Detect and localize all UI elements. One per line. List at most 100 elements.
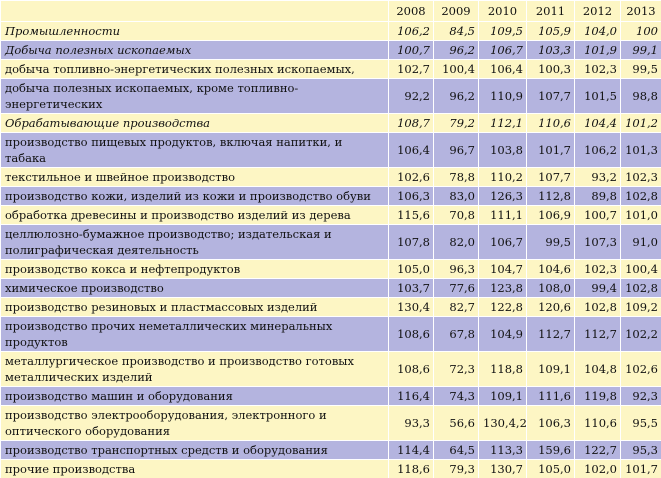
year-header: 2009 xyxy=(433,0,479,22)
value-cell: 72,3 xyxy=(433,351,479,387)
value-cell: 108,6 xyxy=(388,351,434,387)
value-cell: 122,8 xyxy=(478,297,527,317)
value-cell: 101,2 xyxy=(620,113,661,133)
value-cell: 104,8 xyxy=(574,351,621,387)
row-label: добыча полезных ископаемых, кроме топлив… xyxy=(0,78,389,114)
value-cell: 107,7 xyxy=(526,167,575,187)
value-cell: 109,1 xyxy=(478,386,527,406)
value-cell: 130,4,2 xyxy=(478,405,527,441)
value-cell: 99,5 xyxy=(526,224,575,260)
year-header: 2012 xyxy=(574,0,621,22)
table-row: обработка древесины и производство издел… xyxy=(0,205,661,225)
value-cell: 106,4 xyxy=(478,59,527,79)
table-row: добыча топливно-энергетических полезных … xyxy=(0,59,661,79)
value-cell: 101,7 xyxy=(620,459,661,478)
value-cell: 104,9 xyxy=(478,316,527,352)
row-label: производство кожи, изделий из кожи и про… xyxy=(0,186,389,206)
row-label: целлюлозно-бумажное производство; издате… xyxy=(0,224,389,260)
value-cell: 102,8 xyxy=(620,186,661,206)
value-cell: 111,1 xyxy=(478,205,527,225)
row-label: текстильное и швейное производство xyxy=(0,167,389,187)
value-cell: 105,0 xyxy=(526,459,575,478)
value-cell: 102,8 xyxy=(620,278,661,298)
value-cell: 64,5 xyxy=(433,440,479,460)
value-cell: 104,6 xyxy=(526,259,575,279)
value-cell: 108,7 xyxy=(388,113,434,133)
row-label: производство транспортных средств и обор… xyxy=(0,440,389,460)
value-cell: 102,6 xyxy=(620,351,661,387)
value-cell: 99,5 xyxy=(620,59,661,79)
value-cell: 114,4 xyxy=(388,440,434,460)
value-cell: 102,8 xyxy=(574,297,621,317)
value-cell: 107,7 xyxy=(526,78,575,114)
value-cell: 110,9 xyxy=(478,78,527,114)
table-row: производство резиновых и пластмассовых и… xyxy=(0,297,661,317)
value-cell: 118,8 xyxy=(478,351,527,387)
value-cell: 108,6 xyxy=(388,316,434,352)
value-cell: 102,2 xyxy=(620,316,661,352)
table-row: производство пищевых продуктов, включая … xyxy=(0,132,661,168)
value-cell: 106,4 xyxy=(388,132,434,168)
value-cell: 79,3 xyxy=(433,459,479,478)
value-cell: 103,3 xyxy=(526,40,575,60)
value-cell: 119,8 xyxy=(574,386,621,406)
value-cell: 101,0 xyxy=(620,205,661,225)
table-row: химическое производство 103,7 77,6 123,8 108… xyxy=(0,278,661,298)
value-cell: 95,3 xyxy=(620,440,661,460)
value-cell: 116,4 xyxy=(388,386,434,406)
table-row: производство прочих неметаллических мине… xyxy=(0,316,661,352)
table-row: производство кокса и нефтепродуктов 105,0… xyxy=(0,259,661,279)
value-cell: 102,3 xyxy=(574,59,621,79)
row-label: химическое производство xyxy=(0,278,389,298)
value-cell: 113,3 xyxy=(478,440,527,460)
value-cell: 104,7 xyxy=(478,259,527,279)
value-cell: 89,8 xyxy=(574,186,621,206)
value-cell: 107,3 xyxy=(574,224,621,260)
value-cell: 126,3 xyxy=(478,186,527,206)
value-cell: 91,0 xyxy=(620,224,661,260)
value-cell: 79,2 xyxy=(433,113,479,133)
table-row: производство электрооборудования, электр… xyxy=(0,405,661,441)
value-cell: 102,3 xyxy=(574,259,621,279)
value-cell: 109,2 xyxy=(620,297,661,317)
value-cell: 93,3 xyxy=(388,405,434,441)
value-cell: 109,1 xyxy=(526,351,575,387)
year-header: 2013 xyxy=(620,0,661,22)
value-cell: 92,3 xyxy=(620,386,661,406)
row-label: добыча топливно-энергетических полезных … xyxy=(0,59,389,79)
value-cell: 106,2 xyxy=(388,21,434,41)
value-cell: 104,4 xyxy=(574,113,621,133)
row-label: производство пищевых продуктов, включая … xyxy=(0,132,389,168)
value-cell: 100,4 xyxy=(620,259,661,279)
value-cell: 110,2 xyxy=(478,167,527,187)
value-cell: 74,3 xyxy=(433,386,479,406)
value-cell: 106,3 xyxy=(388,186,434,206)
value-cell: 100 xyxy=(620,21,661,41)
value-cell: 96,2 xyxy=(433,78,479,114)
value-cell: 102,6 xyxy=(388,167,434,187)
value-cell: 106,7 xyxy=(478,224,527,260)
value-cell: 104,0 xyxy=(574,21,621,41)
value-cell: 96,7 xyxy=(433,132,479,168)
row-label: металлургическое производство и производ… xyxy=(0,351,389,387)
value-cell: 112,7 xyxy=(526,316,575,352)
value-cell: 120,6 xyxy=(526,297,575,317)
table-row: металлургическое производство и производ… xyxy=(0,351,661,387)
value-cell: 100,4 xyxy=(433,59,479,79)
value-cell: 102,3 xyxy=(620,167,661,187)
value-cell: 106,3 xyxy=(526,405,575,441)
year-header: 2008 xyxy=(388,0,434,22)
value-cell: 99,1 xyxy=(620,40,661,60)
value-cell: 106,9 xyxy=(526,205,575,225)
year-header: 2010 xyxy=(478,0,527,22)
value-cell: 130,7 xyxy=(478,459,527,478)
value-cell: 96,2 xyxy=(433,40,479,60)
row-label: Промышленности xyxy=(0,21,389,41)
value-cell: 67,8 xyxy=(433,316,479,352)
value-cell: 115,6 xyxy=(388,205,434,225)
row-label: производство машин и оборудования xyxy=(0,386,389,406)
value-cell: 106,7 xyxy=(478,40,527,60)
value-cell: 107,8 xyxy=(388,224,434,260)
row-label: прочие производства xyxy=(0,459,389,478)
row-label: Добыча полезных ископаемых xyxy=(0,40,389,60)
